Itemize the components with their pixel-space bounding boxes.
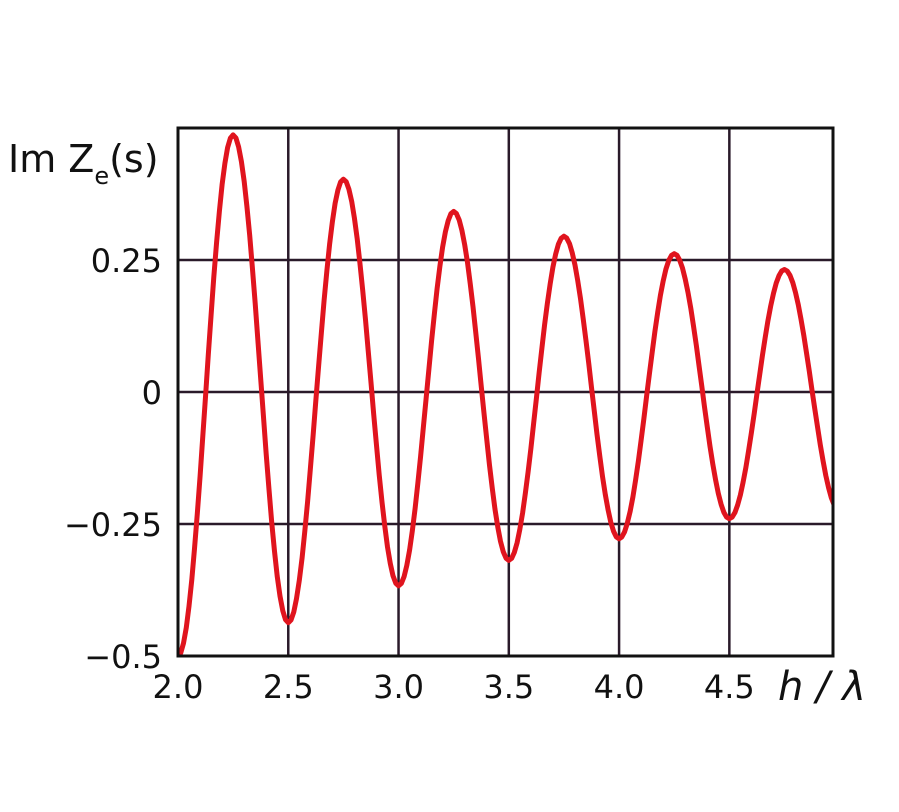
y-axis-label: Im Ze(s): [8, 137, 159, 190]
y-tick-label: −0.25: [64, 506, 162, 544]
x-axis-label: h / λ: [778, 664, 866, 710]
plot-frame: [176, 126, 835, 658]
x-tick-label: 4.0: [594, 668, 645, 706]
x-tick-label: 3.5: [483, 668, 534, 706]
x-tick-label: 4.5: [704, 668, 755, 706]
y-tick-label: −0.5: [84, 638, 162, 676]
x-tick-label: 2.0: [153, 668, 204, 706]
grid: [178, 128, 833, 656]
x-tick-label: 2.5: [263, 668, 314, 706]
y-tick-label: 0.25: [91, 242, 162, 280]
x-tick-label: 3.0: [373, 668, 424, 706]
series-line: [178, 132, 833, 656]
y-tick-label: 0: [142, 374, 162, 412]
